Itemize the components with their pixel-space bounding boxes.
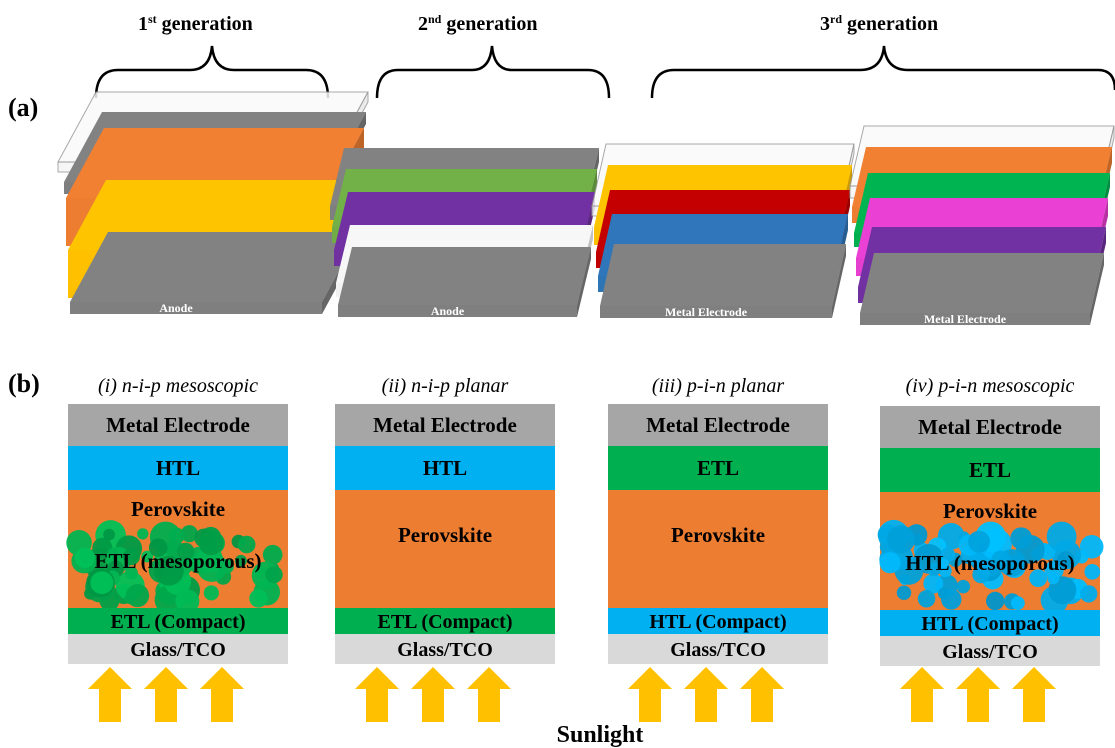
sunlight-arrow: [628, 667, 672, 722]
compact-layer: HTL (Compact): [608, 608, 828, 634]
mesoporous-particles: [66, 520, 283, 615]
sunlight-arrows: [88, 667, 1056, 722]
absorber-layer: Perovskite HTL (mesoporous): [877, 492, 1104, 614]
glass-tco-layer: Glass/TCO: [335, 634, 555, 664]
sunlight-arrow: [1012, 667, 1056, 722]
glass-tco-layer: Glass/TCO: [68, 634, 288, 664]
second-layer-label: ETL: [969, 458, 1011, 482]
architecture-3: (iii) p-i-n planar Metal Electrode ETL Pero…: [608, 375, 828, 664]
sunlight-arrow: [88, 667, 132, 722]
architecture-title: (ii) n-i-p planar: [382, 375, 509, 397]
second-layer: ETL: [608, 446, 828, 490]
device-architectures: (i) n-i-p mesoscopic Metal Electrode HTL Pe…: [66, 375, 1104, 666]
sunlight-arrow: [740, 667, 784, 722]
layer-metal-electrode: Metal Electrode: [600, 244, 846, 319]
second-layer-label: HTL: [423, 456, 467, 480]
architecture-title: (iii) p-i-n planar: [652, 375, 784, 397]
stack-2: Cathoden-CdSp-CIGSSputtered molybdenumAn…: [330, 148, 599, 318]
second-layer-label: HTL: [156, 456, 200, 480]
absorber-label: Perovskite: [131, 497, 225, 521]
panel-a-label: (a): [8, 93, 38, 122]
architecture-2: (ii) n-i-p planar Metal Electrode HTL Perov…: [335, 375, 555, 664]
metal-electrode-layer: Metal Electrode: [68, 404, 288, 446]
stack-3: TCOETLPerovskiteHTLMetal Electrode: [591, 143, 855, 319]
compact-layer: ETL (Compact): [68, 608, 288, 634]
architecture-title: (i) n-i-p mesoscopic: [98, 375, 258, 397]
stack-1: GlassCathodeP-doped Siliconn-doped Silic…: [57, 91, 369, 315]
absorber-label: Perovskite: [671, 523, 765, 547]
compact-layer-label: HTL (Compact): [649, 611, 786, 633]
layer-anode: Anode: [338, 247, 591, 318]
glass-tco-layer: Glass/TCO: [608, 634, 828, 664]
glass-tco-layer-label: Glass/TCO: [670, 639, 766, 661]
glass-tco-layer-label: Glass/TCO: [942, 641, 1038, 663]
sunlight-arrow: [900, 667, 944, 722]
sunlight-arrow: [144, 667, 188, 722]
panel-b-label: (b): [8, 369, 40, 398]
metal-electrode-layer: Metal Electrode: [880, 406, 1100, 448]
compact-layer-label: HTL (Compact): [921, 613, 1058, 635]
compact-layer-label: ETL (Compact): [111, 611, 246, 633]
layer-label: Metal Electrode: [924, 312, 1007, 326]
absorber-layer: Perovskite: [608, 490, 828, 608]
metal-electrode-layer: Metal Electrode: [335, 404, 555, 446]
layer-label: Anode: [431, 304, 465, 318]
second-layer: HTL: [68, 446, 288, 490]
compact-layer: ETL (Compact): [335, 608, 555, 634]
sunlight-arrow: [355, 667, 399, 722]
mesoporous-particles: [877, 519, 1104, 614]
brace-generation-3: [650, 45, 1115, 99]
metal-electrode-layer-label: Metal Electrode: [373, 413, 517, 437]
generation-3-heading: 3rd generation: [820, 12, 938, 35]
absorber-layer: Perovskite: [335, 490, 555, 608]
brace-generation-1: [94, 45, 330, 99]
sunlight-label: Sunlight: [557, 722, 644, 748]
sunlight-arrow: [411, 667, 455, 722]
layer-stacks: GlassCathodeP-doped Siliconn-doped Silic…: [57, 91, 1115, 326]
layer-label: Metal Electrode: [665, 305, 748, 319]
metal-electrode-layer-label: Metal Electrode: [918, 415, 1062, 439]
generation-2-heading: 2nd generation: [418, 12, 537, 35]
compact-layer-label: ETL (Compact): [378, 611, 513, 633]
generation-1-heading: 1st generation: [138, 12, 253, 35]
brace-generation-2: [375, 45, 611, 99]
metal-electrode-layer-label: Metal Electrode: [646, 413, 790, 437]
glass-tco-layer-label: Glass/TCO: [130, 639, 226, 661]
second-layer: ETL: [880, 448, 1100, 492]
architecture-1: (i) n-i-p mesoscopic Metal Electrode HTL Pe…: [66, 375, 288, 664]
glass-tco-layer: Glass/TCO: [880, 636, 1100, 666]
mesoporous-label: ETL (mesoporous): [94, 549, 261, 573]
second-layer: HTL: [335, 446, 555, 490]
layer-label: Anode: [159, 301, 193, 315]
architecture-4: (iv) p-i-n mesoscopic Metal Electrode ETL P…: [877, 375, 1104, 666]
absorber-layer: Perovskite ETL (mesoporous): [66, 490, 288, 615]
glass-tco-layer-label: Glass/TCO: [397, 639, 493, 661]
absorber-label: Perovskite: [943, 499, 1037, 523]
metal-electrode-layer: Metal Electrode: [608, 404, 828, 446]
layer-anode: Anode: [70, 232, 360, 315]
stack-4: TCOETLp-Organicn-OrganicHTLMetal Electro…: [849, 125, 1115, 326]
sunlight-arrow: [956, 667, 1000, 722]
sunlight-arrow: [684, 667, 728, 722]
absorber-label: Perovskite: [398, 523, 492, 547]
layer-metal-electrode: Metal Electrode: [860, 253, 1104, 326]
metal-electrode-layer-label: Metal Electrode: [106, 413, 250, 437]
mesoporous-label: HTL (mesoporous): [905, 551, 1074, 575]
architecture-title: (iv) p-i-n mesoscopic: [906, 375, 1075, 397]
compact-layer: HTL (Compact): [880, 610, 1100, 636]
sunlight-arrow: [200, 667, 244, 722]
sunlight-arrow: [467, 667, 511, 722]
second-layer-label: ETL: [697, 456, 739, 480]
